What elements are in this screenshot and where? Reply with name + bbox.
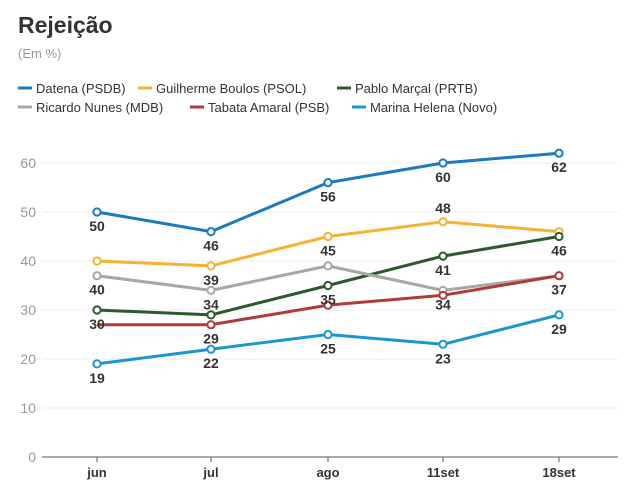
data-label: 23 [435, 350, 451, 366]
data-point [438, 339, 448, 349]
legend-label: Pablo Marçal (PRTB) [355, 81, 478, 96]
data-label: 30 [89, 316, 105, 332]
data-label: 62 [551, 159, 567, 175]
legend-label: Ricardo Nunes (MDB) [36, 100, 163, 115]
data-label: 41 [435, 262, 451, 278]
data-label: 19 [89, 370, 105, 386]
y-tick-label: 0 [28, 449, 36, 465]
data-label: 50 [89, 218, 105, 234]
legend-label: Datena (PSDB) [36, 81, 126, 96]
y-tick-label: 60 [20, 155, 36, 171]
x-tick-label: ago [316, 465, 339, 480]
data-point [323, 261, 333, 271]
data-point [206, 310, 216, 320]
data-point [323, 280, 333, 291]
chart-title: Rejeição [18, 12, 113, 38]
data-label: 46 [203, 238, 219, 254]
series-line [96, 313, 560, 366]
data-point [438, 290, 448, 300]
data-point [323, 178, 333, 188]
data-point [438, 217, 448, 227]
x-tick-label: jul [202, 465, 218, 480]
x-tick-label: jun [86, 465, 107, 480]
data-point [323, 231, 333, 242]
data-label: 40 [89, 282, 105, 298]
legend-label: Marina Helena (Novo) [370, 100, 497, 115]
data-point [554, 148, 564, 158]
y-tick-label: 40 [20, 253, 36, 269]
data-point [92, 256, 102, 266]
chart-subtitle: (Em %) [18, 46, 62, 61]
data-label: 56 [320, 189, 336, 205]
data-label: 37 [551, 282, 567, 298]
data-point [438, 251, 448, 261]
y-tick-label: 10 [20, 400, 36, 416]
data-point [554, 310, 564, 320]
data-point [438, 158, 448, 168]
data-label: 29 [551, 321, 567, 337]
data-point [206, 344, 216, 354]
data-point [323, 300, 333, 310]
data-label: 25 [320, 341, 336, 357]
x-tick-label: 11set [427, 465, 460, 480]
data-label: 22 [203, 355, 219, 371]
data-point [92, 305, 102, 315]
y-tick-label: 20 [20, 351, 36, 367]
y-tick-label: 30 [20, 302, 36, 318]
data-point [206, 261, 216, 271]
data-point [323, 329, 333, 340]
data-point [554, 271, 564, 281]
data-label: 34 [435, 296, 451, 312]
data-label: 34 [203, 296, 219, 312]
data-label: 46 [551, 243, 567, 259]
data-label: 29 [203, 331, 219, 347]
data-point [92, 359, 102, 369]
data-point [92, 271, 102, 281]
data-label: 35 [320, 292, 336, 308]
data-label: 60 [435, 169, 451, 185]
x-tick-label: 18set [542, 465, 576, 480]
data-label: 39 [203, 272, 219, 288]
y-tick-label: 50 [20, 204, 36, 220]
legend-label: Guilherme Boulos (PSOL) [156, 81, 306, 96]
data-label: 45 [320, 243, 336, 259]
data-point [206, 320, 216, 330]
data-point [206, 285, 216, 295]
data-point [554, 231, 564, 242]
data-point [92, 207, 102, 217]
legend-label: Tabata Amaral (PSB) [208, 100, 329, 115]
data-point [206, 227, 216, 237]
data-label: 48 [435, 200, 451, 216]
